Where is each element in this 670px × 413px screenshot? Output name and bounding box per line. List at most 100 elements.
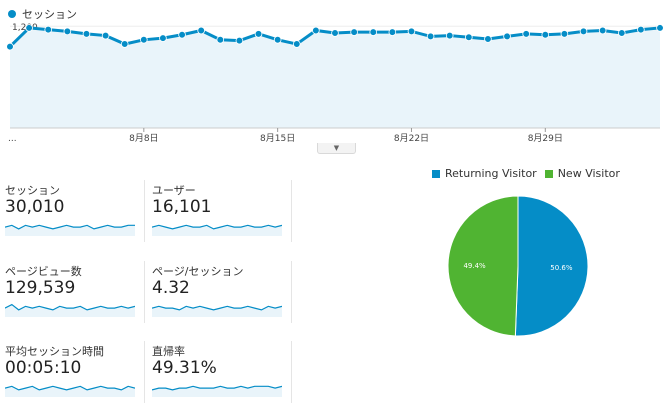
sparkline: [152, 305, 282, 317]
metric-value: 16,101: [152, 197, 212, 217]
metric-pageviews[interactable]: ページビュー数 129,539: [5, 261, 145, 323]
sparkline-area: [152, 306, 282, 317]
data-point[interactable]: [350, 28, 358, 36]
sparkline-line: [152, 385, 282, 391]
data-point[interactable]: [120, 40, 129, 48]
data-point[interactable]: [560, 30, 569, 38]
metric-value: 129,539: [5, 278, 76, 298]
divider: [144, 180, 145, 242]
pie-slice-new[interactable]: [447, 195, 519, 337]
data-point[interactable]: [503, 32, 511, 41]
data-point[interactable]: [598, 26, 607, 35]
metric-label: 直帰率: [152, 345, 185, 358]
pie-legend: Returning Visitor New Visitor: [432, 167, 628, 180]
x-tick-label: 8月29日: [528, 133, 563, 144]
pie-legend-item-returning[interactable]: Returning Visitor: [432, 167, 537, 180]
chart-collapse-button[interactable]: ▼: [317, 143, 356, 154]
data-point[interactable]: [388, 28, 397, 36]
data-point[interactable]: [292, 40, 301, 48]
data-point[interactable]: [522, 30, 530, 38]
sparkline: [152, 385, 282, 397]
metric-label: ユーザー: [152, 184, 196, 197]
sparkline-line: [152, 305, 282, 311]
metric-users[interactable]: ユーザー 16,101: [152, 180, 292, 242]
sparkline-area: [152, 386, 282, 397]
metric-value: 4.32: [152, 278, 190, 298]
sparkline: [5, 303, 135, 317]
divider: [144, 261, 145, 323]
data-point[interactable]: [6, 42, 14, 51]
data-point[interactable]: [312, 26, 320, 35]
metric-value: 30,010: [5, 197, 65, 217]
sparkline: [5, 224, 135, 236]
sparkline-area: [5, 225, 135, 236]
data-point[interactable]: [579, 27, 588, 36]
divider: [144, 341, 145, 403]
legend-label-returning: Returning Visitor: [445, 167, 537, 180]
legend-label-sessions: セッション: [22, 8, 77, 21]
metric-label: ページ/セッション: [152, 265, 244, 278]
sparkline: [152, 224, 282, 236]
data-point[interactable]: [140, 36, 148, 44]
sparkline: [5, 385, 135, 397]
sparkline-line: [5, 385, 135, 391]
data-point[interactable]: [235, 36, 244, 45]
metric-bounce-rate[interactable]: 直帰率 49.31%: [152, 341, 292, 403]
divider: [291, 180, 292, 242]
data-point[interactable]: [617, 29, 626, 37]
x-tick-label: 8月22日: [394, 133, 429, 144]
legend-swatch-returning: [432, 169, 440, 178]
legend-swatch-new: [544, 169, 553, 178]
sparkline-area: [5, 304, 135, 317]
data-point[interactable]: [254, 30, 263, 38]
data-point[interactable]: [44, 25, 53, 34]
chevron-down-icon: ▼: [333, 143, 340, 152]
metric-label: ページビュー数: [5, 265, 82, 278]
data-point[interactable]: [369, 28, 378, 36]
metric-value: 00:05:10: [5, 358, 82, 378]
pie-slice-label: 50.6%: [550, 264, 573, 272]
metric-avg-session-duration[interactable]: 平均セッション時間 00:05:10: [5, 341, 145, 403]
data-point[interactable]: [465, 33, 473, 42]
metric-label: 平均セッション時間: [5, 345, 104, 358]
sparkline-line: [152, 224, 282, 230]
data-point[interactable]: [82, 30, 91, 38]
metric-value: 49.31%: [152, 358, 217, 378]
data-point[interactable]: [216, 36, 225, 44]
data-point[interactable]: [25, 24, 33, 32]
data-point[interactable]: [656, 24, 664, 32]
data-point[interactable]: [63, 27, 72, 36]
data-point[interactable]: [101, 31, 110, 40]
x-tick-label: ...: [8, 134, 17, 144]
sparkline-line: [5, 303, 135, 311]
metric-label: セッション: [5, 184, 60, 197]
data-point[interactable]: [426, 32, 435, 41]
data-point[interactable]: [159, 34, 167, 42]
data-point[interactable]: [445, 31, 454, 40]
divider: [291, 261, 292, 323]
data-point[interactable]: [197, 26, 205, 35]
data-point[interactable]: [541, 30, 550, 39]
sparkline-area: [152, 225, 282, 236]
metric-sessions[interactable]: セッション 30,010: [5, 180, 145, 242]
data-point[interactable]: [637, 25, 645, 34]
pie-legend-item-new[interactable]: New Visitor: [544, 167, 620, 180]
legend-label-new: New Visitor: [557, 167, 620, 180]
pie-slice-returning[interactable]: [514, 195, 589, 337]
series-area: [10, 27, 660, 128]
metric-pages-per-session[interactable]: ページ/セッション 4.32: [152, 261, 292, 323]
x-tick-label: 8月15日: [260, 133, 295, 144]
data-point[interactable]: [407, 27, 416, 36]
visitor-pie-chart: 50.6% 49.4%: [447, 195, 589, 337]
legend-swatch-sessions: [8, 10, 16, 18]
data-point[interactable]: [178, 30, 186, 39]
divider: [291, 341, 292, 403]
data-point[interactable]: [273, 36, 282, 44]
sparkline-line: [5, 224, 135, 230]
chart-legend: セッション: [8, 6, 77, 22]
data-point[interactable]: [484, 35, 492, 43]
y-tick-label: 1,200: [12, 23, 38, 33]
pie-slice-label: 49.4%: [463, 262, 486, 270]
data-point[interactable]: [331, 29, 339, 37]
